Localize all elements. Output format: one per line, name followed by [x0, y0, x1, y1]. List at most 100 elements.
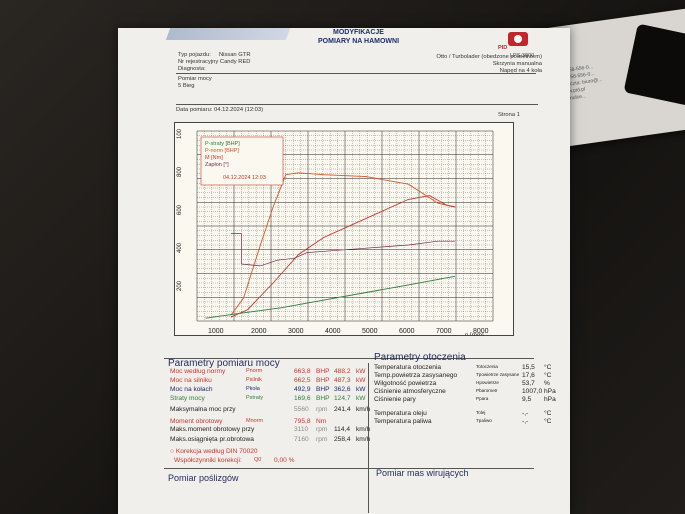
power-param-symbol: Pkoła: [246, 386, 260, 392]
power-param-unit-kw: kW: [356, 395, 366, 402]
env-param-row: Temperatura paliwa Tpaliwo -,- °C: [374, 418, 551, 425]
divider: [176, 104, 538, 105]
x-tick-label: 3000: [288, 328, 304, 335]
pid-label: PID: [498, 45, 508, 51]
env-param-label: Temperatura paliwa: [374, 418, 432, 425]
env-param-symbol: Ppara: [476, 396, 489, 401]
power-param-unit: BHP: [316, 395, 330, 402]
env-params-title: Parametry otoczenia: [374, 352, 466, 363]
x-tick-label: 8000: [473, 328, 489, 335]
rotating-mass-title: Pomiar mas wirujących: [376, 468, 469, 478]
power-param-unit: BHP: [316, 386, 330, 393]
power-param-unit: BHP: [316, 368, 330, 375]
env-param-row: Temperatura oleju Tolej -,- °C: [374, 410, 551, 417]
env-param-label: Temperatura oleju: [374, 410, 427, 417]
power-param-row: Straty mocy Pstraty 169,6 BHP 124,7 kW: [170, 395, 366, 402]
correction-row: ○ Korekcja według DIN 70020: [170, 448, 258, 455]
legend-entry: Zapłon [°]: [205, 162, 229, 168]
power-param-unit: BHP: [316, 377, 330, 384]
power-param-value: 663,8: [294, 368, 311, 375]
power-param-value-kw: 488,2: [334, 368, 351, 375]
power-param-unit-kw: kW: [356, 377, 366, 384]
env-param-symbol: Pbarometr: [476, 388, 498, 393]
power-curve: [230, 195, 455, 318]
y-tick-label: 400: [177, 242, 183, 253]
power-param-value: 492,9: [294, 386, 311, 393]
power-param-label: Straty mocy: [170, 395, 205, 402]
slip-title: Pomiar poślizgów: [168, 473, 239, 483]
power-param-value: 662,5: [294, 377, 311, 384]
vehicle-info: Typ pojazdu: Nissan GTR Nr rejestracyjny…: [178, 52, 251, 72]
power-param-value-kw: 362,6: [334, 386, 351, 393]
page-label: Strona 1: [498, 112, 520, 118]
env-param-symbol: Tpaliwo: [476, 418, 492, 423]
env-param-value: 17,6: [522, 372, 535, 379]
torque-row: Moment obrotowy Mnorm 795,8 Nm: [170, 418, 327, 425]
env-param-unit: hPa: [544, 388, 556, 395]
env-param-symbol: Totoczenia: [476, 364, 498, 369]
x-tick-label: 4000: [325, 328, 341, 335]
power-param-symbol: Psilnik: [246, 377, 262, 383]
lps-label: LPS 3000: [510, 53, 535, 59]
y-tick-label: 100: [177, 128, 183, 139]
power-param-symbol: Pstraty: [246, 395, 264, 401]
power-param-value-kw: 487,3: [334, 377, 351, 384]
power-params-title: Parametry pomiaru mocy: [168, 358, 280, 369]
graph-curves: [205, 172, 455, 319]
env-param-unit: hPa: [544, 396, 556, 403]
env-param-unit: %: [544, 380, 550, 387]
power-param-label: Moc na silniku: [170, 377, 212, 384]
legend-box: [200, 136, 284, 186]
x-tick-label: 7000: [436, 328, 452, 335]
power-param-row: Moc według normy Pnorm 663,8 BHP 488,2 kW: [170, 368, 366, 375]
max-rpm-row: Maks.osiągnięta pr.obrotowa 7160 rpm 258…: [170, 436, 371, 443]
env-param-label: Ciśnienie atmosferyczne: [374, 388, 446, 395]
power-param-row: Moc na silniku Psilnik 662,5 BHP 487,3 kW: [170, 377, 366, 384]
y-tick-label: 200: [177, 280, 183, 291]
loss-curve: [205, 275, 455, 319]
env-param-label: Wilgotność powietrza: [374, 380, 437, 387]
legend-date: 04.12.2024 12:03: [223, 175, 266, 181]
x-axis-unit: n [rpm]: [465, 333, 484, 336]
power-param-unit-kw: kW: [356, 386, 366, 393]
vertical-divider: [368, 363, 369, 513]
power-param-label: Moc według normy: [170, 368, 226, 375]
env-param-unit: °C: [544, 410, 552, 417]
power-param-unit-kw: kW: [356, 368, 366, 375]
dyno-report-sheet: MODYFIKACJE POMIARY NA HAMOWNI PID LPS 3…: [118, 28, 570, 514]
x-tick-label: 1000: [208, 328, 224, 335]
env-param-symbol: Tpowietrze zasysane: [476, 372, 520, 377]
divider: [164, 468, 534, 469]
env-param-unit: °C: [544, 372, 552, 379]
env-param-row: Wilgotność powietrza Hpowietrze 53,7%: [374, 380, 550, 387]
legend-entry: M [Nm]: [205, 155, 223, 161]
y-tick-label: 600: [177, 204, 183, 215]
env-param-unit: °C: [544, 418, 552, 425]
x-tick-label: 6000: [399, 328, 415, 335]
env-param-value: 1007,0: [522, 388, 543, 395]
legend-entry: P-straty [BHP]: [205, 141, 240, 147]
measurement-info: Pomiar mocy 5 Bieg: [178, 76, 212, 89]
max-torque-row: Maks.moment obrotowy przy 3110 rpm 114,4…: [170, 426, 371, 433]
date-label: Data pomiaru: 04.12.2024 (12:03): [176, 107, 264, 113]
max-power-row: Maksymalna moc przy 5560 rpm 241,4 km/h: [170, 406, 371, 413]
env-param-value: 9,5: [522, 396, 532, 403]
brand-heading: MODYFIKACJE POMIARY NA HAMOWNI: [318, 29, 400, 45]
env-param-value: -,-: [522, 410, 529, 417]
env-param-symbol: Hpowietrze: [476, 380, 499, 385]
env-param-label: Temperatura otoczenia: [374, 364, 442, 371]
env-param-row: Ciśnienie pary Ppara 9,5 hPa: [374, 396, 556, 403]
x-tick-label: 5000: [362, 328, 378, 335]
env-param-label: Temp.powietrza zasysanego: [374, 372, 458, 379]
y-tick-label: 800: [177, 166, 183, 177]
divider: [164, 358, 534, 359]
torque-curve: [230, 172, 455, 316]
legend-entry: P-norm [BHP]: [205, 148, 239, 154]
power-param-label: Moc na kołach: [170, 386, 213, 393]
env-param-value: 15,5: [522, 364, 535, 371]
power-param-value: 169,6: [294, 395, 311, 402]
engine-info: Otto / Turbolader (obedzone powietrzem) …: [436, 54, 542, 74]
